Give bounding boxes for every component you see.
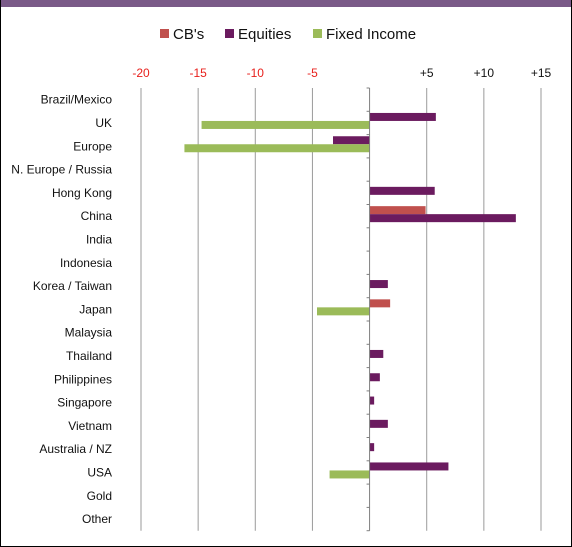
bar-equities-17 <box>369 462 449 471</box>
bar-equities-9 <box>369 280 388 289</box>
category-label-18: Gold <box>87 489 112 503</box>
bar-equities-12 <box>369 349 384 358</box>
bar-equities-15 <box>369 419 388 428</box>
legend-swatch-2 <box>225 29 234 38</box>
category-label-13: Philippines <box>54 372 112 386</box>
legend: CB's Equities Fixed Income <box>160 26 416 43</box>
category-label-12: Thailand <box>66 349 112 363</box>
bar-fixed-income-3 <box>184 144 370 153</box>
category-label-3: Europe <box>73 139 112 153</box>
x-tick-label-4: -5 <box>307 66 318 80</box>
bars <box>184 112 516 479</box>
category-label-15: Vietnam <box>68 419 112 433</box>
category-label-1: Brazil/Mexico <box>41 93 113 107</box>
bar-equities-5 <box>369 186 435 195</box>
zero-axis <box>366 87 371 532</box>
category-label-11: Malaysia <box>65 326 113 340</box>
category-labels: Brazil/Mexico UK Europe N. Europe / Russia H… <box>11 93 112 526</box>
category-label-6: China <box>81 209 113 223</box>
x-tick-labels: -20 -15 -10 -5 +5 +10 +15 <box>132 66 551 80</box>
category-label-16: Australia / NZ <box>39 442 112 456</box>
bar-equities-13 <box>369 373 380 382</box>
legend-label-3: Fixed Income <box>326 26 416 43</box>
header-strip <box>1 0 571 7</box>
category-label-14: Singapore <box>57 396 112 410</box>
category-label-5: Hong Kong <box>52 186 112 200</box>
category-label-9: Korea / Taiwan <box>33 279 112 293</box>
bar-equities-6 <box>369 214 516 223</box>
bar-fixed-income-2 <box>201 120 370 129</box>
legend-label-1: CB's <box>173 26 204 43</box>
category-label-7: India <box>86 232 112 246</box>
x-tick-label-2: -15 <box>189 66 207 80</box>
bar-cb-s-6 <box>369 206 426 215</box>
category-label-19: Other <box>82 512 112 526</box>
category-label-10: Japan <box>79 302 112 316</box>
x-tick-label-3: -10 <box>247 66 265 80</box>
x-tick-label-1: -20 <box>132 66 150 80</box>
bar-equities-16 <box>369 443 375 452</box>
bar-equities-3 <box>333 136 370 145</box>
bar-fixed-income-17 <box>329 470 370 479</box>
gridlines <box>140 88 542 531</box>
category-label-17: USA <box>87 465 112 479</box>
x-tick-label-7: +15 <box>531 66 552 80</box>
bar-fixed-income-10 <box>317 307 370 316</box>
x-tick-label-6: +10 <box>474 66 495 80</box>
bar-equities-2 <box>369 112 436 121</box>
category-label-8: Indonesia <box>60 256 112 270</box>
category-label-2: UK <box>95 116 112 130</box>
bar-cb-s-10 <box>369 299 391 308</box>
bar-equities-14 <box>369 396 375 405</box>
legend-swatch-1 <box>160 29 169 38</box>
legend-swatch-3 <box>313 29 322 38</box>
category-label-4: N. Europe / Russia <box>11 163 112 177</box>
x-tick-label-5: +5 <box>420 66 434 80</box>
legend-label-2: Equities <box>238 26 291 43</box>
